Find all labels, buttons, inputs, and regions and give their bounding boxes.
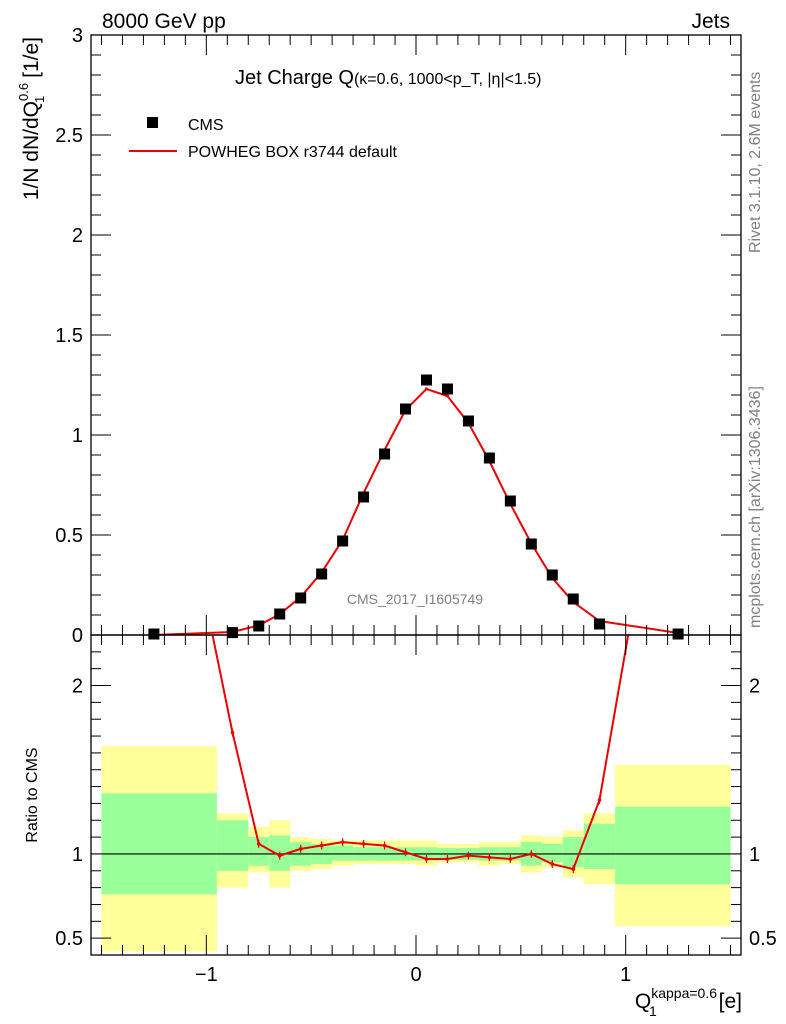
main-panel: 0 0.5 1 1.5 2 2.5 3 Jet Charge Q(κ=0.6, 1000<p…: [16, 25, 742, 647]
main-y-tick-label: 1: [72, 425, 83, 447]
ratio-uncertainty-bands: [101, 746, 731, 952]
energy-label: 8000 GeV pp: [102, 10, 226, 33]
ratio-y-tick-label-right: 1: [749, 844, 760, 866]
cms-data-point: [593, 618, 605, 630]
main-y-tick-label: 0: [72, 625, 83, 647]
ratio-band-inner: [216, 820, 249, 871]
ratio-band-inner: [562, 837, 584, 868]
main-y-tick-label: 2: [72, 225, 83, 247]
cms-data-point: [420, 374, 432, 386]
mcplots-label: mcplots.cern.ch [arXiv:1306.3436]: [747, 386, 764, 628]
main-y-tick-label: 1.5: [55, 325, 83, 347]
x-tick-label: 0: [410, 964, 421, 986]
cms-data-point: [483, 452, 495, 464]
x-tick-label: 1: [620, 964, 631, 986]
legend: CMS POWHEG BOX r3744 default: [129, 117, 398, 161]
main-axes: 0 0.5 1 1.5 2 2.5 3: [55, 25, 741, 647]
ratio-band-inner: [615, 806, 731, 885]
powheg-point: [424, 387, 429, 391]
ratio-y-tick-label: 2: [72, 676, 83, 698]
powheg-point: [445, 394, 450, 398]
main-y-axis-label: 1/N dN/dQ0.61 [1/e]: [16, 37, 47, 200]
ratio-panel: 0.5 0.5 1 1 2 2 −1 0 1 Ratio to CMS Qkappa=0.6 1 …: [24, 634, 777, 1019]
cms-data-point: [546, 569, 558, 581]
cms-data-point: [253, 620, 265, 632]
ratio-axes: 0.5 0.5 1 1 2 2 −1 0 1: [55, 635, 777, 986]
cms-data-point: [567, 593, 579, 605]
process-label: Jets: [691, 10, 730, 33]
cms-data-point: [148, 628, 160, 640]
x-axis-label: Qkappa=0.6 1 [e]: [635, 985, 742, 1019]
chart-title: Jet Charge Q(κ=0.6, 1000<p_T, |η|<1.5): [235, 67, 542, 89]
ratio-y-axis-label: Ratio to CMS: [24, 747, 41, 842]
cms-data-point: [462, 415, 474, 427]
ratio-y-tick-label-right: 2: [749, 676, 760, 698]
cms-data-point: [337, 535, 349, 547]
cms-data-point: [379, 448, 391, 460]
main-plot-area: [148, 374, 684, 640]
cms-data-point: [274, 608, 286, 620]
ratio-band-inner: [332, 845, 354, 861]
cms-data-point: [400, 403, 412, 415]
cms-data-point: [358, 491, 370, 503]
analysis-watermark: CMS_2017_I1605749: [347, 591, 483, 607]
ratio-y-tick-label-right: 0.5: [749, 928, 777, 950]
rivet-version-label: Rivet 3.1.10, 2.6M events: [747, 72, 764, 253]
x-tick-label: −1: [195, 964, 218, 986]
main-y-tick-label: 3: [72, 25, 83, 47]
ratio-y-tick-label: 0.5: [55, 928, 83, 950]
ratio-band-inner: [101, 793, 217, 895]
cms-data-point: [672, 628, 684, 640]
ratio-band-inner: [248, 837, 270, 866]
cms-data-point: [504, 495, 516, 507]
legend-label-powheg: POWHEG BOX r3744 default: [188, 144, 398, 161]
ratio-plot-area: [211, 635, 630, 874]
ratio-band-inner: [583, 823, 616, 870]
ratio-y-tick-label: 1: [72, 844, 83, 866]
cms-data-point: [441, 383, 453, 395]
main-y-tick-label: 2.5: [55, 125, 83, 147]
ratio-powheg-line: [211, 635, 630, 871]
cms-data-point: [295, 592, 307, 604]
cms-data-point: [227, 627, 239, 639]
cms-data-point: [525, 538, 537, 550]
main-y-tick-label: 0.5: [55, 525, 83, 547]
ratio-band-inner: [541, 843, 563, 863]
legend-label-cms: CMS: [188, 117, 224, 134]
cms-data-point: [316, 568, 328, 580]
legend-marker-cms: [147, 117, 158, 128]
